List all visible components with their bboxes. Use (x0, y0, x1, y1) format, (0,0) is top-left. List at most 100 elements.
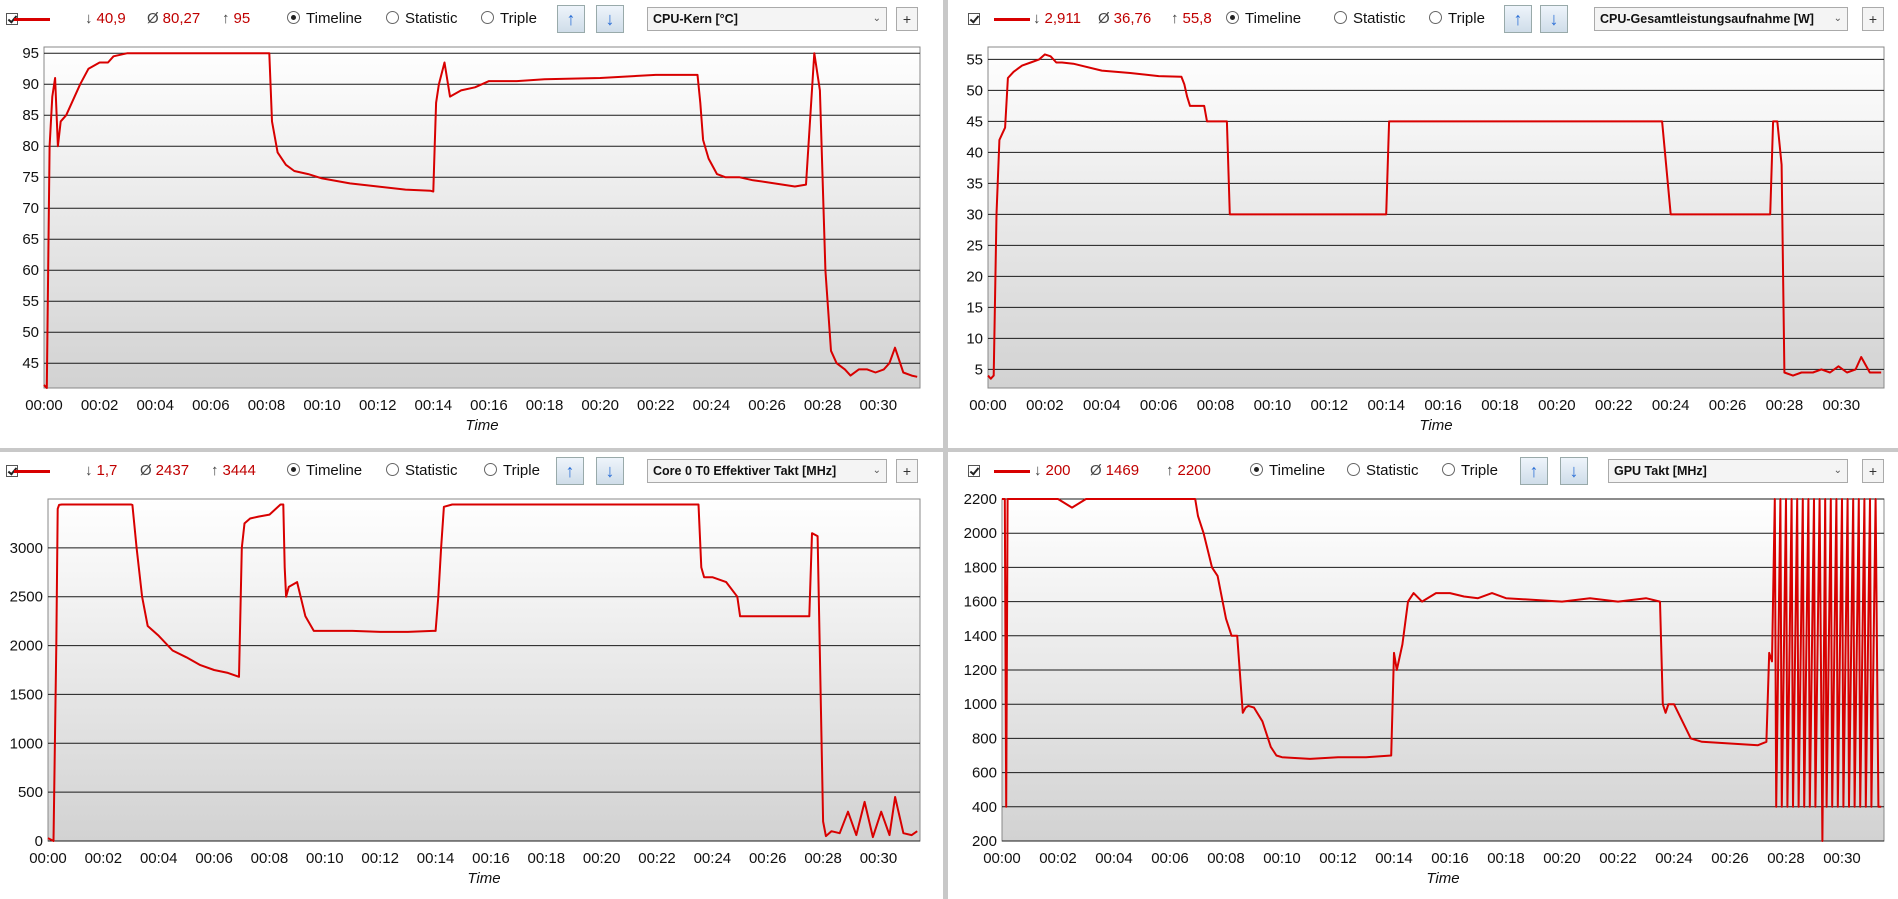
x-tick-label: 00:28 (804, 850, 842, 867)
y-tick-label: 60 (22, 262, 39, 279)
y-tick-label: 75 (22, 169, 39, 186)
y-tick-label: 85 (22, 107, 39, 124)
panel-cpu-temp: ↓ 40,9 Ø 80,27 ↑ 95 Timeline Statistic Triple ↑ ↓ C… (0, 0, 943, 448)
radio-timeline[interactable]: Timeline (287, 462, 362, 479)
series-color-swatch[interactable] (994, 18, 1030, 21)
radio-statistic[interactable]: Statistic (1347, 462, 1419, 479)
radio-empty-icon (1347, 463, 1360, 476)
plot-area[interactable] (43, 46, 921, 389)
x-axis-label: Time (465, 417, 498, 434)
chart: 5 10 15 20 25 30 35 40 45 50 55 00:00 00:02 00:04 00:0… (966, 46, 1885, 434)
avg-value: Ø 2437 (140, 462, 190, 479)
y-tick-label: 15 (966, 299, 983, 316)
series-color-swatch[interactable] (14, 18, 50, 21)
y-tick-label: 50 (966, 82, 983, 99)
x-tick-label: 00:12 (359, 397, 397, 414)
y-tick-label: 5 (975, 361, 983, 378)
series-color-swatch[interactable] (994, 470, 1030, 473)
sensor-select[interactable]: Core 0 T0 Effektiver Takt [MHz] ⌄ (647, 459, 887, 483)
x-tick-label: 00:16 (1431, 850, 1469, 867)
move-down-button[interactable]: ↓ (1540, 5, 1568, 33)
y-tick-label: 55 (966, 51, 983, 68)
y-tick-label: 3000 (10, 540, 43, 557)
x-tick-label: 00:30 (1823, 850, 1861, 867)
move-down-button[interactable]: ↓ (596, 5, 624, 33)
move-up-button[interactable]: ↑ (1504, 5, 1532, 33)
chevron-down-icon: ⌄ (872, 13, 881, 24)
arrow-up-icon: ↑ (1513, 9, 1523, 29)
min-value: ↓ 40,9 (85, 10, 126, 27)
x-tick-label: 00:20 (583, 850, 621, 867)
x-tick-label: 00:16 (470, 397, 508, 414)
x-tick-label: 00:20 (581, 397, 619, 414)
y-tick-label: 25 (966, 237, 983, 254)
radio-triple[interactable]: Triple (484, 462, 540, 479)
y-tick-label: 2000 (964, 525, 997, 542)
y-tick-label: 1600 (964, 594, 997, 611)
y-tick-label: 90 (22, 76, 39, 93)
x-tick-label: 00:26 (1709, 397, 1747, 414)
move-up-button[interactable]: ↑ (557, 5, 585, 33)
add-sensor-button[interactable]: + (1862, 7, 1884, 31)
x-tick-label: 00:10 (1254, 397, 1292, 414)
y-tick-label: 200 (972, 833, 997, 850)
y-tick-label: 20 (966, 268, 983, 285)
add-sensor-button[interactable]: + (1862, 459, 1884, 483)
radio-empty-icon (386, 11, 399, 24)
y-tick-label: 35 (966, 175, 983, 192)
plot-area[interactable] (47, 498, 921, 842)
x-tick-label: 00:20 (1543, 850, 1581, 867)
x-tick-label: 00:06 (195, 850, 233, 867)
radio-triple[interactable]: Triple (481, 10, 537, 27)
x-tick-label: 00:24 (693, 397, 731, 414)
x-tick-label: 00:04 (1095, 850, 1133, 867)
min-value: ↓ 1,7 (85, 462, 118, 479)
series-color-swatch[interactable] (14, 470, 50, 473)
toolbar: ↓ 200 Ø 1469 ↑ 2200 Timeline Statistic Triple ↑ ↓ G… (948, 452, 1898, 488)
x-tick-label: 00:22 (638, 850, 676, 867)
avg-value: Ø 1469 (1090, 462, 1140, 479)
show-series-checkbox[interactable] (968, 13, 980, 25)
sensor-select[interactable]: CPU-Gesamtleistungsaufnahme [W] ⌄ (1594, 7, 1848, 31)
x-tick-label: 00:00 (969, 397, 1007, 414)
radio-triple[interactable]: Triple (1442, 462, 1498, 479)
x-tick-label: 00:22 (1599, 850, 1637, 867)
x-tick-label: 00:30 (860, 850, 898, 867)
x-tick-label: 00:14 (417, 850, 455, 867)
x-tick-label: 00:28 (1766, 397, 1804, 414)
radio-statistic[interactable]: Statistic (386, 462, 458, 479)
radio-selected-icon (1250, 463, 1263, 476)
add-sensor-button[interactable]: + (896, 459, 918, 483)
sensor-select[interactable]: GPU Takt [MHz] ⌄ (1608, 459, 1848, 483)
y-tick-label: 55 (22, 293, 39, 310)
radio-timeline[interactable]: Timeline (1226, 10, 1301, 27)
radio-timeline[interactable]: Timeline (1250, 462, 1325, 479)
radio-statistic[interactable]: Statistic (1334, 10, 1406, 27)
x-tick-label: 00:06 (192, 397, 230, 414)
plot-area[interactable] (987, 46, 1885, 389)
x-tick-label: 00:00 (983, 850, 1021, 867)
x-tick-label: 00:28 (1767, 850, 1805, 867)
move-down-button[interactable]: ↓ (596, 457, 624, 485)
x-tick-label: 00:16 (1424, 397, 1462, 414)
chevron-down-icon: ⌄ (872, 465, 881, 476)
radio-triple[interactable]: Triple (1429, 10, 1485, 27)
radio-timeline[interactable]: Timeline (287, 10, 362, 27)
x-tick-label: 00:22 (1595, 397, 1633, 414)
arrow-down-icon: ↓ (605, 9, 615, 29)
move-up-button[interactable]: ↑ (556, 457, 584, 485)
sensor-select[interactable]: CPU-Kern [°C] ⌄ (647, 7, 887, 31)
x-tick-label: 00:04 (140, 850, 178, 867)
arrow-up-icon: ↑ (565, 461, 575, 481)
add-sensor-button[interactable]: + (896, 7, 918, 31)
radio-statistic[interactable]: Statistic (386, 10, 458, 27)
y-tick-label: 95 (22, 45, 39, 62)
move-down-button[interactable]: ↓ (1560, 457, 1588, 485)
x-axis-label: Time (1426, 870, 1459, 887)
y-tick-label: 1400 (964, 628, 997, 645)
x-tick-label: 00:12 (1311, 397, 1349, 414)
show-series-checkbox[interactable] (968, 465, 980, 477)
x-tick-label: 00:26 (749, 850, 787, 867)
move-up-button[interactable]: ↑ (1520, 457, 1548, 485)
max-value: ↑ 55,8 (1171, 10, 1212, 27)
